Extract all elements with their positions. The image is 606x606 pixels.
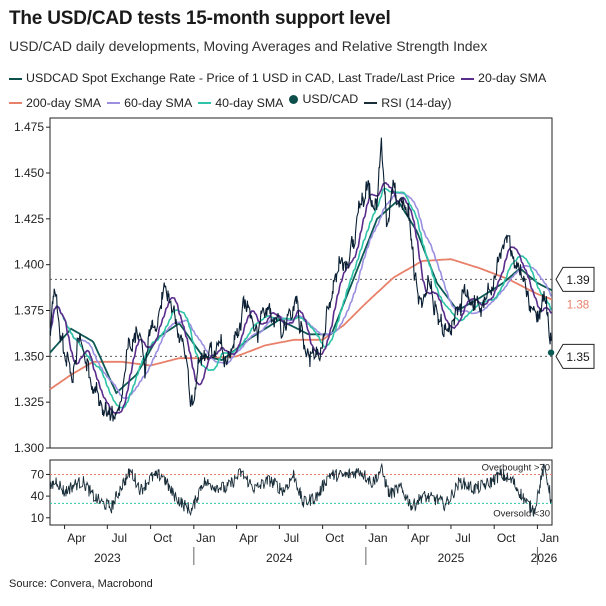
overbought-label: Overbought >70: [482, 462, 550, 473]
x-month-label: Jan: [368, 531, 387, 545]
legend-label: USDCAD Spot Exchange Rate - Price of 1 U…: [26, 71, 456, 86]
legend-item: 40-day SMA: [198, 93, 283, 114]
x-month-label: Apr: [67, 531, 86, 545]
x-year-label: 2026: [531, 551, 558, 565]
callout: 1.39: [555, 266, 595, 292]
legend-swatch: [9, 101, 22, 105]
rsi-tick-label: 40: [31, 489, 45, 503]
legend-swatch: [198, 101, 212, 105]
y-tick-label: 1.325: [14, 395, 44, 409]
chart-title: The USD/CAD tests 15-month support level: [9, 8, 391, 29]
price-panel-frame: [49, 117, 553, 449]
legend-item: 20-day SMA: [461, 68, 546, 89]
rsi-panel-frame: [49, 459, 553, 526]
y-tick-label: 1.475: [14, 120, 44, 134]
chart-subtitle: USD/CAD daily developments, Moving Avera…: [9, 38, 488, 54]
x-month-label: Oct: [497, 531, 516, 545]
x-month-label: Jul: [284, 531, 299, 545]
y-tick-label: 1.300: [14, 441, 44, 455]
legend-swatch: [9, 77, 22, 80]
rsi-tick-label: 70: [31, 467, 45, 481]
legend-label: 200-day SMA: [26, 95, 102, 110]
callout: 1.38: [567, 300, 589, 312]
callout: 1.35: [555, 343, 595, 369]
legend-label: 60-day SMA: [124, 95, 193, 110]
sma200-line: [49, 258, 553, 391]
source-note: Source: Convera, Macrobond: [9, 578, 153, 590]
legend-item: 200-day SMA: [9, 93, 101, 114]
x-month-label: Jan: [196, 531, 215, 545]
callout-label: 1.35: [566, 350, 590, 364]
x-month-label: Apr: [411, 531, 430, 545]
sma60-line: [49, 192, 552, 400]
legend-label: USD/CAD: [302, 92, 359, 107]
y-tick-label: 1.350: [14, 349, 44, 363]
x-month-label: Oct: [325, 531, 344, 545]
rsi-line: [49, 462, 552, 517]
x-year-label: 2023: [94, 551, 121, 565]
callout-label: 1.39: [566, 273, 590, 287]
legend: USDCAD Spot Exchange Rate - Price of 1 U…: [9, 66, 601, 114]
sma40-line: [49, 187, 552, 409]
y-tick-label: 1.400: [14, 258, 44, 272]
y-tick-label: 1.425: [14, 212, 44, 226]
legend-swatch: [289, 95, 299, 105]
legend-label: 20-day SMA: [478, 71, 547, 86]
rsi-tick-label: 10: [31, 511, 45, 525]
legend-label: 40-day SMA: [215, 95, 284, 110]
x-year-label: 2024: [266, 551, 293, 565]
y-tick-label: 1.375: [14, 304, 44, 318]
oversold-label: Oversold <30: [493, 508, 550, 519]
legend-item: 60-day SMA: [107, 93, 192, 114]
spot-line: [49, 137, 552, 422]
usdcad-last-dot: [547, 349, 555, 356]
sma20-line: [49, 182, 552, 414]
legend-label: RSI (14-day): [381, 95, 452, 110]
x-month-label: Jul: [455, 531, 470, 545]
x-month-label: Jul: [112, 531, 127, 545]
x-month-label: Oct: [153, 531, 172, 545]
x-month-label: Apr: [239, 531, 258, 545]
legend-item: USDCAD Spot Exchange Rate - Price of 1 U…: [9, 68, 455, 89]
y-tick-label: 1.450: [14, 166, 44, 180]
legend-item: RSI (14-day): [364, 93, 451, 114]
callout-box: [555, 343, 595, 369]
x-month-label: Jan: [540, 531, 559, 545]
legend-item: USD/CAD: [289, 89, 358, 110]
chart-svg: 1.475 1.450 1.425 1.400 1.375 1.350 1.325 1.300…: [14, 117, 595, 565]
legend-swatch: [364, 101, 378, 105]
legend-swatch: [461, 77, 475, 80]
callout-box: [555, 266, 595, 292]
x-year-label: 2025: [438, 551, 465, 565]
legend-swatch: [107, 101, 121, 105]
callout-label: 1.38: [567, 300, 589, 312]
